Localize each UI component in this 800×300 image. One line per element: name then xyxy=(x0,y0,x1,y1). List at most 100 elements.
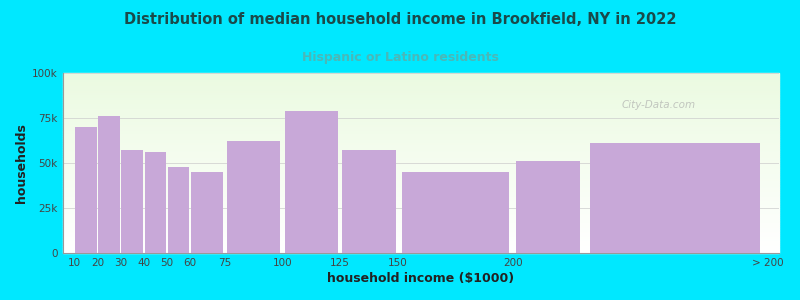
Bar xyxy=(62,231,779,233)
Bar xyxy=(62,103,779,105)
Bar xyxy=(62,244,779,246)
Bar xyxy=(62,212,779,213)
Bar xyxy=(62,87,779,89)
Bar xyxy=(62,123,779,125)
Bar xyxy=(62,199,779,201)
Bar xyxy=(62,78,779,80)
Bar xyxy=(62,230,779,231)
Bar xyxy=(62,179,779,181)
Y-axis label: households: households xyxy=(15,123,28,203)
Bar xyxy=(62,111,779,112)
Bar xyxy=(62,248,779,249)
Bar xyxy=(62,213,779,215)
Bar xyxy=(62,226,779,228)
Bar xyxy=(62,217,779,219)
Bar xyxy=(62,228,779,230)
Bar xyxy=(62,246,779,248)
Bar xyxy=(62,201,779,203)
Bar xyxy=(62,202,779,204)
Bar xyxy=(62,156,779,158)
Bar xyxy=(62,150,779,152)
Bar xyxy=(62,152,779,154)
Bar xyxy=(62,136,779,138)
Bar xyxy=(62,174,779,176)
Bar xyxy=(62,138,779,140)
Bar xyxy=(62,132,779,134)
Bar xyxy=(62,167,779,168)
Bar xyxy=(62,186,779,188)
Bar xyxy=(62,219,779,220)
Bar xyxy=(62,75,779,76)
Bar xyxy=(62,210,779,212)
Bar xyxy=(62,125,779,127)
Bar xyxy=(62,249,779,251)
Bar xyxy=(98,116,120,253)
Bar xyxy=(191,172,223,253)
Bar xyxy=(62,143,779,145)
Bar xyxy=(62,130,779,132)
Bar xyxy=(62,122,779,123)
Bar xyxy=(62,176,779,177)
Bar xyxy=(62,170,779,172)
Bar xyxy=(62,183,779,184)
Bar xyxy=(62,114,779,116)
Bar xyxy=(62,148,779,150)
Bar xyxy=(62,242,779,244)
Bar xyxy=(62,188,779,190)
Bar xyxy=(590,143,760,253)
Bar xyxy=(62,181,779,183)
Bar xyxy=(62,93,779,94)
Bar xyxy=(62,165,779,167)
Bar xyxy=(62,184,779,186)
Text: Distribution of median household income in Brookfield, NY in 2022: Distribution of median household income … xyxy=(124,12,676,27)
Bar xyxy=(62,177,779,179)
Bar xyxy=(62,85,779,87)
Bar xyxy=(62,194,779,195)
Bar xyxy=(62,84,779,85)
Bar xyxy=(62,100,779,102)
Bar xyxy=(402,172,509,253)
Bar xyxy=(62,163,779,165)
Bar xyxy=(62,159,779,161)
Bar xyxy=(62,134,779,136)
Bar xyxy=(62,240,779,242)
Bar xyxy=(62,120,779,122)
Bar xyxy=(62,140,779,141)
Bar xyxy=(62,208,779,210)
Bar xyxy=(62,197,779,199)
Bar xyxy=(75,127,97,253)
Bar xyxy=(62,190,779,192)
Bar xyxy=(62,76,779,78)
Bar xyxy=(62,102,779,103)
X-axis label: household income ($1000): household income ($1000) xyxy=(327,272,514,285)
Bar xyxy=(62,112,779,114)
Bar xyxy=(62,94,779,96)
Bar xyxy=(516,161,580,253)
Text: City-Data.com: City-Data.com xyxy=(622,100,696,110)
Bar xyxy=(62,107,779,109)
Bar xyxy=(168,167,189,253)
Bar xyxy=(62,141,779,143)
Text: Hispanic or Latino residents: Hispanic or Latino residents xyxy=(302,51,498,64)
Bar xyxy=(62,172,779,174)
Bar xyxy=(62,168,779,170)
Bar xyxy=(62,82,779,84)
Bar xyxy=(62,222,779,224)
Bar xyxy=(227,141,280,253)
Bar xyxy=(122,150,142,253)
Bar xyxy=(62,109,779,111)
Bar xyxy=(62,215,779,217)
Bar xyxy=(62,238,779,240)
Bar xyxy=(62,192,779,194)
Bar xyxy=(62,98,779,100)
Bar xyxy=(62,80,779,82)
Bar xyxy=(62,73,779,75)
Bar xyxy=(62,251,779,253)
Bar xyxy=(62,116,779,118)
Bar xyxy=(62,91,779,93)
Bar xyxy=(62,161,779,163)
Bar xyxy=(62,154,779,156)
Bar xyxy=(62,220,779,222)
Bar xyxy=(62,145,779,147)
Bar xyxy=(62,96,779,98)
